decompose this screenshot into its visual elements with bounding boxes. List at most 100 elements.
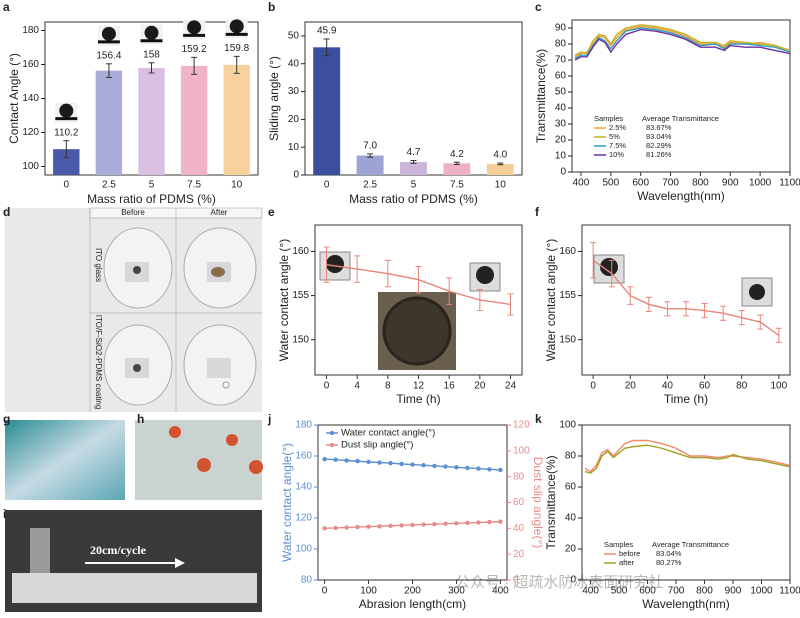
y-tick-label: 140 bbox=[295, 482, 312, 493]
panel-label: k bbox=[535, 412, 542, 426]
marker bbox=[388, 460, 393, 466]
legend-title: Average Transmittance bbox=[642, 114, 719, 123]
droplet bbox=[222, 381, 230, 389]
y-tick-label: 60 bbox=[555, 71, 567, 82]
droplet bbox=[229, 19, 244, 34]
marker bbox=[421, 462, 426, 468]
y-tick-label: 100 bbox=[559, 420, 576, 431]
y-tick-label: 50 bbox=[288, 31, 300, 42]
marker bbox=[476, 520, 481, 525]
x-tick-label: 900 bbox=[722, 178, 739, 189]
x-tick-label: 100 bbox=[360, 586, 377, 597]
legend-label: 7.5% bbox=[609, 141, 626, 150]
legend-title: Average Transmittance bbox=[652, 540, 729, 549]
panel-label: f bbox=[535, 205, 540, 219]
y2-tick-label: 80 bbox=[513, 471, 525, 482]
series-line bbox=[574, 28, 791, 61]
column-label: Before bbox=[121, 208, 145, 217]
y2-tick-label: 40 bbox=[513, 523, 525, 534]
plot-frame bbox=[571, 19, 791, 173]
x-tick-label: 1000 bbox=[750, 586, 773, 597]
legend-average: 81.26% bbox=[646, 150, 672, 159]
droplet bbox=[249, 460, 263, 474]
marker bbox=[333, 457, 338, 462]
y-tick-label: 30 bbox=[288, 86, 300, 97]
legend-label: 5% bbox=[609, 132, 620, 141]
bar bbox=[138, 67, 165, 175]
x-tick-label: 4 bbox=[354, 381, 360, 392]
y-tick-label: 120 bbox=[22, 127, 39, 138]
y-tick-label: 90 bbox=[555, 23, 567, 34]
x-tick-label: 7.5 bbox=[450, 180, 464, 191]
y2-tick-label: 0 bbox=[513, 575, 519, 586]
x-tick-label: 80 bbox=[736, 381, 748, 392]
panel-label: b bbox=[268, 0, 275, 14]
x-tick-label: 100 bbox=[771, 381, 788, 392]
y-tick-label: 70 bbox=[555, 55, 567, 66]
dust bbox=[133, 364, 141, 372]
probe bbox=[30, 528, 50, 573]
marker bbox=[498, 467, 503, 473]
x-tick-label: 600 bbox=[639, 586, 656, 597]
arrow-head bbox=[175, 558, 185, 568]
droplet bbox=[197, 458, 211, 472]
x-tick-label: 700 bbox=[668, 586, 685, 597]
droplet bbox=[187, 20, 202, 35]
series-line bbox=[574, 25, 791, 58]
series-line bbox=[574, 27, 791, 60]
y-tick-label: 120 bbox=[295, 513, 312, 524]
marker bbox=[465, 520, 470, 526]
legend-title: Samples bbox=[594, 114, 623, 123]
marker bbox=[443, 464, 448, 469]
x-axis-label: Wavelength(nm) bbox=[637, 189, 725, 203]
y2-tick-label: 60 bbox=[513, 497, 525, 508]
marker bbox=[366, 524, 371, 529]
marker bbox=[388, 523, 393, 529]
marker bbox=[377, 460, 382, 465]
series-line bbox=[574, 24, 791, 56]
y-axis-label: Water contact angle (°) bbox=[277, 239, 291, 361]
x-tick-label: 900 bbox=[725, 586, 742, 597]
y-tick-label: 150 bbox=[559, 334, 576, 345]
y-tick-label: 80 bbox=[301, 575, 313, 586]
panel-label: d bbox=[3, 205, 10, 219]
legend-average: 83.04% bbox=[646, 132, 672, 141]
legend-average: 83.67% bbox=[646, 123, 672, 132]
x-tick-label: 400 bbox=[573, 178, 590, 189]
x-tick-label: 16 bbox=[444, 381, 456, 392]
marker bbox=[432, 463, 437, 469]
inset-disk bbox=[382, 296, 452, 366]
sample bbox=[207, 358, 231, 378]
x-tick-label: 0 bbox=[324, 180, 330, 191]
y-tick-label: 180 bbox=[22, 25, 39, 36]
panel-label: h bbox=[137, 412, 144, 426]
y-tick-label: 140 bbox=[22, 93, 39, 104]
marker bbox=[454, 521, 459, 526]
droplet bbox=[326, 255, 344, 273]
x-tick-label: 0 bbox=[324, 381, 330, 392]
bar bbox=[400, 161, 427, 175]
legend-label: 10% bbox=[609, 150, 624, 159]
bar bbox=[486, 163, 514, 175]
x-tick-label: 20 bbox=[474, 381, 486, 392]
bar bbox=[443, 163, 471, 175]
y-tick-label: 40 bbox=[288, 58, 300, 69]
x-tick-label: 2.5 bbox=[363, 180, 377, 191]
y-tick-label: 10 bbox=[288, 142, 300, 153]
column-label: After bbox=[211, 208, 228, 217]
y-tick-label: 150 bbox=[292, 334, 309, 345]
series-line bbox=[584, 444, 791, 474]
y-tick-label: 30 bbox=[555, 119, 567, 130]
y-tick-label: 10 bbox=[555, 151, 567, 162]
caption: 20cm/cycle bbox=[90, 543, 147, 557]
x-tick-label: 8 bbox=[385, 381, 391, 392]
y-tick-label: 155 bbox=[292, 290, 309, 301]
marker bbox=[344, 458, 349, 463]
bar bbox=[95, 70, 123, 175]
y-tick-label: 160 bbox=[559, 246, 576, 257]
value-label: 7.0 bbox=[363, 140, 377, 151]
marker bbox=[454, 465, 459, 470]
legend-label: Water contact angle(°) bbox=[341, 428, 435, 439]
x-tick-label: 5 bbox=[411, 180, 417, 191]
ruler bbox=[12, 573, 257, 603]
